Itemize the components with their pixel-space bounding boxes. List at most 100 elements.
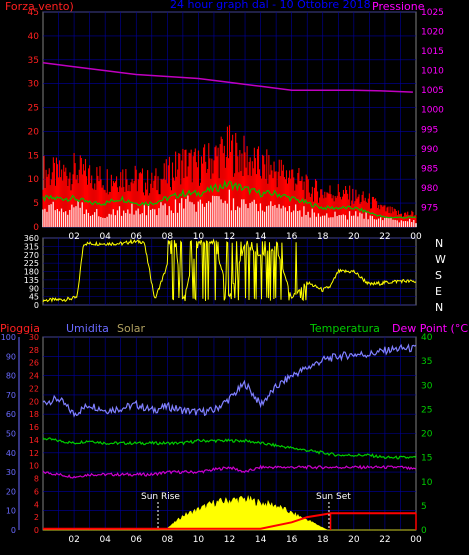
x-tick-label: 16: [286, 232, 298, 242]
x-tick-label: 08: [162, 535, 174, 545]
temp-tick-label: 5: [421, 502, 427, 512]
y-right-tick-label: 995: [421, 125, 438, 135]
y-right-tick-label: 1005: [421, 86, 444, 96]
humidity-line: [42, 343, 417, 418]
temp-tick-label: 25: [421, 405, 432, 415]
x-tick-label: 14: [255, 535, 267, 545]
solar-area: [43, 495, 416, 531]
compass-n-top: N: [435, 237, 443, 250]
rain-tick-label: 22: [29, 384, 39, 393]
x-tick-label: 16: [286, 535, 298, 545]
x-tick-label: 14: [255, 232, 267, 242]
humidity-axis-label: Umidita: [66, 322, 109, 335]
rain-axis-label: Pioggia: [0, 322, 40, 335]
compass-s: S: [435, 269, 442, 282]
y-tick-label: 315: [24, 242, 39, 251]
y-right-tick-label: 1015: [421, 47, 444, 57]
rain-tick-label: 12: [29, 449, 39, 458]
temp-tick-label: 15: [421, 454, 432, 464]
y-tick-label: 30: [28, 80, 40, 90]
y-tick-label: 20: [28, 127, 40, 137]
x-tick-label: 12: [224, 535, 235, 545]
x-tick-label: 20: [348, 232, 360, 242]
chart-title: 24 hour graph dal - 10 Ottobre 2018: [170, 0, 371, 11]
temp-tick-label: 10: [421, 478, 433, 488]
wind-avg-line: [42, 179, 417, 219]
humidity-tick-label: 20: [6, 487, 16, 496]
x-tick-label: 18: [317, 232, 329, 242]
humidity-tick-label: 90: [6, 352, 16, 361]
y-tick-label: 360: [24, 234, 39, 243]
humidity-tick-label: 80: [6, 372, 16, 381]
temp-tick-label: 40: [421, 333, 433, 343]
x-tick-label: 02: [68, 535, 79, 545]
y-tick-label: 135: [24, 276, 39, 285]
temp-tick-label: 30: [421, 381, 433, 391]
sunrise-label: Sun Rise: [141, 492, 180, 502]
y-tick-label: 180: [24, 268, 39, 277]
x-tick-label: 10: [193, 232, 205, 242]
pressure-line: [42, 62, 413, 93]
humidity-tick-label: 10: [6, 507, 16, 516]
x-tick-label: 12: [224, 232, 235, 242]
rain-tick-label: 14: [29, 436, 39, 445]
y-tick-label: 270: [24, 251, 39, 260]
rain-tick-label: 26: [29, 359, 39, 368]
wind-axis-label: Forza vento): [5, 0, 74, 13]
humidity-tick-label: 0: [11, 526, 16, 535]
y-tick-label: 5: [33, 199, 39, 209]
y-tick-label: 10: [28, 175, 40, 185]
humidity-tick-label: 60: [6, 410, 16, 419]
y-tick-label: 15: [28, 151, 39, 161]
compass-e: E: [435, 285, 442, 298]
y-tick-label: 225: [24, 259, 39, 268]
x-tick-label: 04: [99, 232, 111, 242]
x-tick-label: 02: [68, 232, 79, 242]
humidity-tick-label: 70: [6, 391, 16, 400]
y-right-tick-label: 1000: [421, 106, 444, 116]
y-right-tick-label: 985: [421, 164, 438, 174]
y-right-tick-label: 1010: [421, 67, 444, 77]
pressure-axis-label: Pressione: [372, 0, 425, 13]
x-tick-label: 06: [131, 535, 143, 545]
compass-w: W: [435, 253, 446, 266]
x-tick-label: 00: [410, 232, 422, 242]
humidity-tick-label: 30: [6, 468, 16, 477]
humidity-tick-label: 100: [1, 333, 16, 342]
rain-tick-label: 18: [29, 410, 39, 419]
x-tick-label: 06: [131, 232, 143, 242]
rain-tick-label: 16: [29, 423, 39, 432]
humidity-tick-label: 50: [6, 430, 16, 439]
x-tick-label: 22: [379, 535, 390, 545]
rain-tick-label: 2: [34, 513, 39, 522]
rain-tick-label: 28: [29, 346, 39, 355]
y-right-tick-label: 1025: [421, 8, 444, 18]
y-tick-label: 25: [28, 104, 39, 114]
rain-tick-label: 10: [29, 462, 39, 471]
y-tick-label: 0: [33, 223, 39, 233]
x-tick-label: 18: [317, 535, 329, 545]
temp-tick-label: 20: [421, 430, 433, 440]
y-tick-label: 90: [29, 284, 39, 293]
rain-tick-label: 0: [34, 526, 39, 535]
temperature-axis-label: Temperatura: [309, 322, 380, 335]
y-tick-label: 45: [29, 293, 39, 302]
sunset-label: Sun Set: [316, 492, 351, 502]
y-tick-label: 45: [28, 8, 39, 18]
rain-tick-label: 8: [34, 475, 39, 484]
x-tick-label: 04: [99, 535, 111, 545]
x-tick-label: 10: [193, 535, 205, 545]
rain-tick-label: 6: [34, 487, 39, 496]
y-tick-label: 0: [34, 301, 39, 310]
y-right-tick-label: 975: [421, 203, 438, 213]
temp-tick-label: 35: [421, 357, 432, 367]
y-right-tick-label: 980: [421, 184, 438, 194]
y-tick-label: 35: [28, 56, 39, 66]
y-tick-label: 40: [28, 32, 40, 42]
y-right-tick-label: 990: [421, 145, 438, 155]
temperature-line: [42, 437, 417, 460]
temp-tick-label: 0: [421, 526, 427, 536]
x-tick-label: 00: [410, 535, 422, 545]
rain-tick-label: 24: [29, 372, 39, 381]
